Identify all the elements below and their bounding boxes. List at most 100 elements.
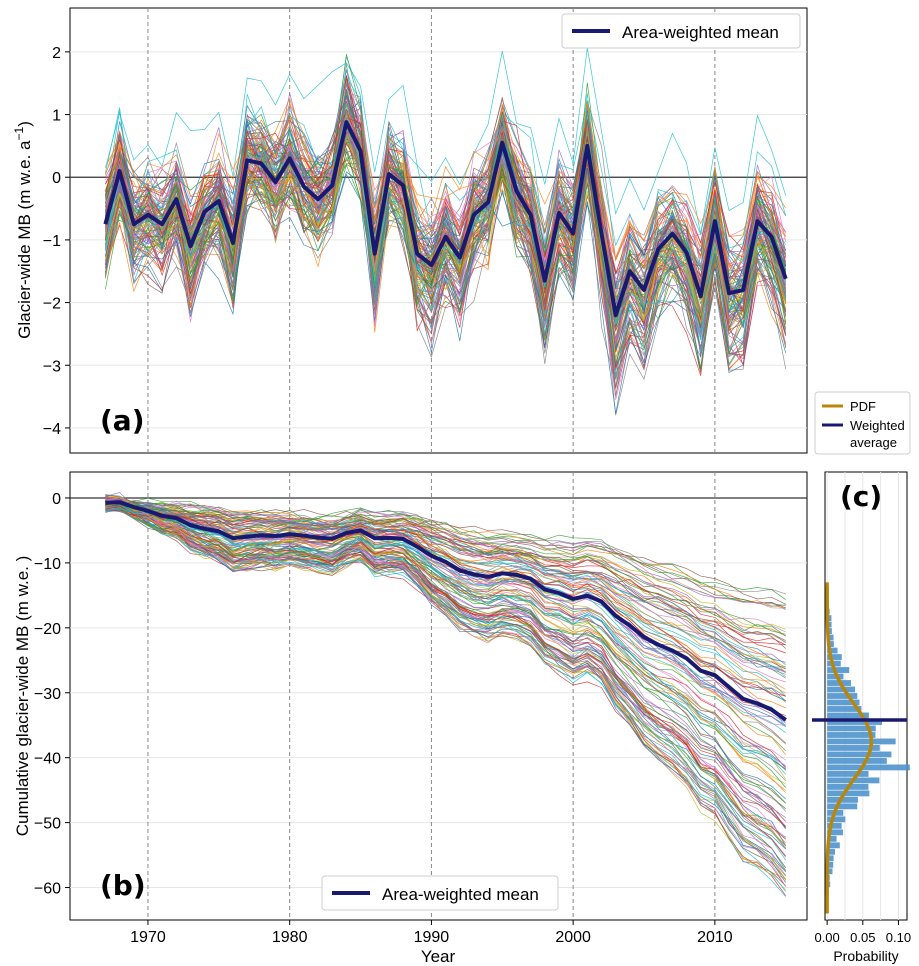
- y-tick-label: 0: [52, 170, 61, 187]
- panel-b-legend: Area-weighted mean: [321, 875, 559, 911]
- panel-a: −4 −3 −2 −1 0 1 2 (a) Area-weighted mean Glaci…: [12, 7, 808, 454]
- y-tick-label: 0: [52, 491, 61, 508]
- histogram-bar: [827, 848, 836, 855]
- ensemble-line: [105, 500, 786, 766]
- ensemble-line: [105, 499, 786, 630]
- y-tick-label: −50: [34, 816, 61, 833]
- area-weighted-mean-line: [105, 500, 787, 722]
- histogram-bar: [827, 829, 843, 836]
- ensemble-line: [105, 500, 786, 610]
- ensemble-line: [105, 501, 786, 697]
- panel-a-legend-box: [561, 13, 801, 49]
- ensemble-line: [105, 509, 786, 828]
- panel-a-mean-line: [103, 120, 788, 318]
- histogram-bar: [827, 732, 876, 738]
- histogram-bar: [827, 712, 869, 719]
- y-tick-label: −10: [34, 556, 61, 573]
- ensemble-line: [105, 499, 786, 857]
- ensemble-line: [105, 504, 786, 768]
- y-tick-label: 2: [52, 45, 61, 62]
- panel-b: −60 −50 −40 −30 −20 −10 0 1970 1980 1990 2000 2010…: [13, 471, 808, 966]
- x-tick-label: 1990: [414, 929, 450, 946]
- ensemble-line: [105, 116, 787, 305]
- ensemble-line: [105, 133, 787, 346]
- ensemble-line: [105, 158, 787, 325]
- panel-b-y-axis-label: Cumulative glacier-wide MB (m w.e. ): [13, 556, 32, 837]
- histogram-bar: [827, 706, 862, 712]
- y-tick-label: −1: [43, 233, 61, 250]
- histogram-bar: [827, 770, 869, 777]
- ensemble-line: [105, 499, 786, 672]
- ensemble-line: [105, 119, 787, 380]
- ensemble-line: [105, 125, 787, 387]
- histogram-bar: [827, 686, 856, 693]
- ensemble-line: [105, 116, 787, 302]
- ensemble-line: [105, 76, 787, 287]
- ensemble-line: [105, 155, 787, 369]
- ensemble-line: [105, 496, 786, 702]
- ensemble-line: [105, 126, 786, 290]
- histogram-bar: [827, 803, 858, 810]
- panel-c-x-axis-label: Probability: [833, 948, 898, 964]
- panel-a-legend-label: Area-weighted mean: [622, 23, 779, 42]
- panel-b-mean-line: [105, 500, 787, 722]
- ensemble-line: [105, 500, 786, 609]
- y-tick-label: −30: [34, 686, 61, 703]
- histogram-bar: [827, 861, 834, 868]
- ensemble-line: [105, 502, 786, 595]
- x-tick-label: 1970: [130, 929, 166, 946]
- x-tick-label: 2010: [697, 929, 733, 946]
- y-tick-label: −4: [43, 421, 61, 438]
- panel-b-legend-box: [321, 875, 559, 911]
- histogram-bar: [827, 634, 834, 641]
- histogram-bar: [827, 816, 846, 823]
- ensemble-line: [105, 505, 786, 883]
- panel-b-y-ticks: −60 −50 −40 −30 −20 −10 0: [34, 491, 70, 898]
- ensemble-line: [105, 115, 786, 320]
- pdf-curve: [825, 582, 874, 914]
- histogram-bar: [827, 725, 876, 732]
- ensemble-line: [105, 509, 786, 877]
- ensemble-line: [105, 501, 786, 770]
- ensemble-line: [105, 497, 786, 839]
- y-tick-label: −2: [43, 296, 61, 313]
- histogram-bar: [827, 835, 837, 842]
- x-tick-label: 2000: [555, 929, 591, 946]
- histogram-bar: [827, 842, 840, 849]
- panel-a-grid: [70, 8, 807, 453]
- ensemble-line: [105, 492, 786, 722]
- ensemble-line: [105, 122, 787, 315]
- panel-c-x-ticks: 0.00 0.05 0.10: [814, 920, 911, 945]
- panel-a-ensemble-lines: [105, 47, 787, 416]
- panel-a-y-ticks: −4 −3 −2 −1 0 1 2: [43, 45, 70, 438]
- histogram-bar: [827, 628, 832, 634]
- x-tick-label: 1980: [272, 929, 308, 946]
- ensemble-line: [105, 109, 787, 276]
- ensemble-line: [105, 505, 786, 641]
- ensemble-line: [105, 502, 786, 670]
- panel-a-y-axis-label-main: Glacier-wide MB (m w.e. a: [15, 140, 34, 339]
- y-tick-label: −60: [34, 881, 61, 898]
- x-axis-ticks: 1970 1980 1990 2000 2010: [130, 920, 733, 946]
- histogram-bar: [827, 615, 832, 622]
- ensemble-line: [105, 500, 786, 637]
- histogram-bar: [827, 855, 834, 862]
- side-legend-weighted-label-line1: Weighted: [850, 418, 905, 433]
- ensemble-line: [105, 501, 786, 847]
- histogram-bar: [827, 667, 850, 673]
- ensemble-line: [105, 78, 786, 329]
- side-legend: PDF Weighted average: [814, 391, 911, 455]
- histogram-bar: [827, 822, 842, 829]
- histogram-bar: [827, 868, 833, 875]
- ensemble-line: [105, 116, 786, 314]
- ensemble-line: [105, 111, 787, 332]
- ensemble-line: [105, 96, 787, 348]
- area-weighted-mean-line: [103, 120, 788, 318]
- panel-b-legend-label: Area-weighted mean: [382, 885, 539, 904]
- panel-c-label: (c): [840, 480, 882, 513]
- histogram-bar: [827, 745, 880, 751]
- panel-a-y-axis-label-sup: −1: [12, 126, 26, 140]
- histogram-bar: [827, 790, 870, 797]
- side-legend-pdf-label: PDF: [850, 399, 876, 414]
